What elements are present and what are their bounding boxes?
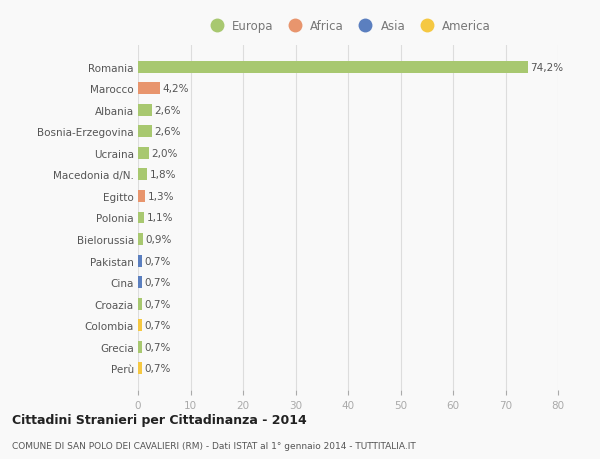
Text: 0,7%: 0,7% (145, 299, 170, 309)
Bar (138, 341, 142, 353)
Bar (138, 105, 152, 117)
Bar (138, 169, 148, 181)
Text: 1,8%: 1,8% (150, 170, 176, 180)
Text: COMUNE DI SAN POLO DEI CAVALIERI (RM) - Dati ISTAT al 1° gennaio 2014 - TUTTITAL: COMUNE DI SAN POLO DEI CAVALIERI (RM) - … (12, 441, 416, 450)
Bar (138, 190, 145, 202)
Bar (138, 277, 142, 288)
Bar (138, 126, 152, 138)
Text: 2,6%: 2,6% (154, 127, 181, 137)
Text: 2,0%: 2,0% (151, 149, 178, 158)
Text: 1,1%: 1,1% (146, 213, 173, 223)
Bar (138, 83, 160, 95)
Bar (138, 363, 142, 375)
Text: 0,7%: 0,7% (145, 364, 170, 374)
Text: 0,7%: 0,7% (145, 320, 170, 330)
Text: 2,6%: 2,6% (154, 106, 181, 116)
Text: 74,2%: 74,2% (530, 62, 563, 73)
Text: 0,7%: 0,7% (145, 342, 170, 352)
Bar (138, 148, 149, 159)
Text: 0,9%: 0,9% (145, 235, 172, 245)
Bar (138, 298, 142, 310)
Bar (138, 212, 144, 224)
Legend: Europa, Africa, Asia, America: Europa, Africa, Asia, America (203, 17, 493, 35)
Bar (138, 255, 142, 267)
Bar (138, 62, 527, 73)
Text: 0,7%: 0,7% (145, 278, 170, 287)
Text: 4,2%: 4,2% (163, 84, 189, 94)
Text: Cittadini Stranieri per Cittadinanza - 2014: Cittadini Stranieri per Cittadinanza - 2… (12, 413, 307, 426)
Text: 0,7%: 0,7% (145, 256, 170, 266)
Text: 1,3%: 1,3% (148, 191, 174, 202)
Bar (138, 234, 143, 246)
Bar (138, 319, 142, 331)
